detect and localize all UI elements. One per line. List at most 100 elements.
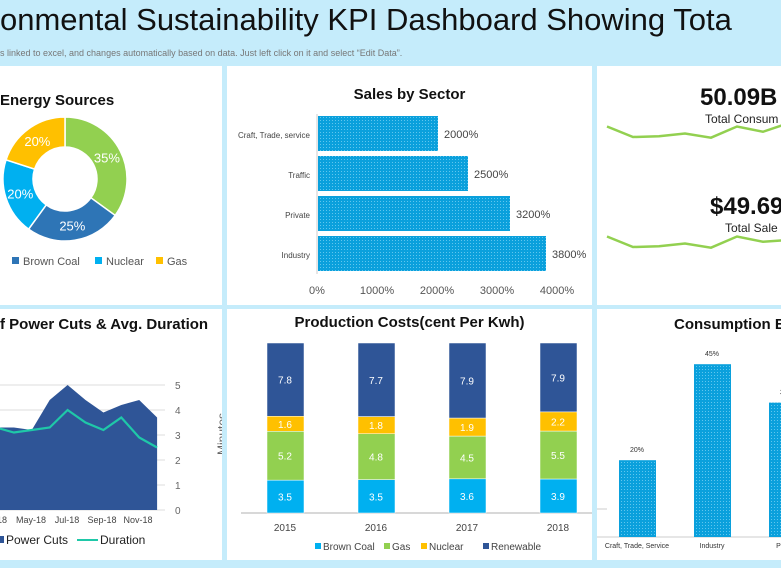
kpi-consumption-value: 50.09B (700, 84, 778, 111)
production-bar-segment (357, 479, 396, 514)
legend-swatch (12, 257, 19, 264)
consumption-value-label: 45% (705, 351, 719, 358)
x-tick-label: May-18 (16, 515, 46, 525)
sales-value-label: 2000% (444, 129, 478, 141)
sales-tick-label: 2000% (420, 285, 454, 297)
production-value-label: 5.5 (551, 451, 565, 462)
sparkline (606, 124, 781, 139)
sales-title: Sales by Sector (353, 86, 466, 103)
right-axis-tick: 2 (175, 456, 181, 467)
legend-label: Brown Coal (23, 256, 80, 268)
production-value-label: 7.9 (551, 373, 565, 384)
legend-label: Power Cuts (6, 533, 68, 547)
legend-swatch (421, 543, 427, 549)
legend-swatch (156, 257, 163, 264)
x-tick-label: Sep-18 (87, 515, 116, 525)
production-value-label: 3.5 (369, 492, 383, 503)
legend-swatch (95, 257, 102, 264)
kpi-sparklines (606, 124, 781, 249)
production-value-label: 4.8 (369, 453, 383, 464)
legend-label: Renewable (491, 542, 541, 553)
production-value-label: 3.6 (460, 492, 474, 503)
right-axis-tick: 5 (175, 381, 181, 392)
sales-category-label: Private (285, 211, 310, 220)
right-axis-title: Minutes (215, 413, 222, 455)
legend-label: Duration (100, 533, 145, 547)
production-stacked-chart: 3.5 5.2 1.6 7.8 2015 3.5 4.8 1.8 7.7 2016 3.6 4.5 1.… (241, 342, 592, 553)
production-category-label: 2016 (365, 523, 388, 534)
consumption-bar-chart: 20% Craft, Trade, Service 45% Industry 35% Pr… (597, 351, 781, 550)
consumption-category-label: Craft, Trade, Service (605, 543, 669, 550)
production-value-label: 3.5 (278, 493, 292, 504)
consumption-category-label: Industry (700, 543, 725, 550)
energy-title: Energy Sources (0, 92, 115, 109)
kpi-panel: 50.09B Total Consum $49.69 Total Sale (597, 66, 781, 305)
power-cuts-panel: f Power Cuts & Avg. Duration 0 1 2 3 4 5 18 May… (0, 309, 222, 560)
consumption-category-label: Private (776, 543, 781, 550)
sales-bar-chart: Craft, Trade, service 2000% Traffic 2500% Pr… (238, 114, 586, 297)
sales-tick-label: 4000% (540, 285, 574, 297)
x-tick-label: Jul-18 (55, 515, 80, 525)
sales-bar (318, 116, 438, 151)
sales-panel: Sales by Sector Craft, Trade, service 200… (227, 66, 592, 305)
consumption-bar (694, 364, 731, 537)
legend-swatch (384, 543, 390, 549)
production-category-label: 2017 (456, 523, 479, 534)
sales-category-label: Traffic (288, 171, 310, 180)
legend-label: Gas (167, 256, 188, 268)
production-value-label: 7.8 (278, 376, 292, 387)
production-bar-segment (266, 479, 305, 514)
production-value-label: 2.2 (551, 417, 565, 428)
right-axis-tick: 1 (175, 481, 181, 492)
production-title: Production Costs(cent Per Kwh) (294, 314, 525, 331)
consumption-value-label: 35% (780, 390, 781, 397)
sales-value-label: 3800% (552, 249, 586, 261)
sales-bar (318, 236, 546, 271)
sales-tick-label: 0% (309, 285, 325, 297)
production-value-label: 5.2 (278, 452, 292, 463)
sales-value-label: 2500% (474, 169, 508, 181)
production-bar-segment (357, 342, 396, 417)
right-axis-tick: 4 (175, 406, 181, 417)
production-value-label: 4.5 (460, 453, 474, 464)
x-tick-label: Nov-18 (123, 515, 152, 525)
consumption-bar (619, 460, 656, 537)
production-bar-segment (266, 342, 305, 417)
consumption-bar (769, 402, 781, 537)
consumption-value-label: 20% (630, 447, 644, 454)
production-bar-segment (448, 435, 487, 480)
donut-slice-label: 35% (94, 151, 120, 166)
donut-slice-label: 20% (24, 134, 50, 149)
sales-category-label: Craft, Trade, service (238, 131, 311, 140)
production-category-label: 2015 (274, 523, 297, 534)
donut-slice (64, 116, 128, 217)
sales-bar (318, 196, 510, 231)
power-cuts-area-chart: 0 1 2 3 4 5 18 May-18 Jul-18 Sep-18 Nov-18 Minutes P… (0, 381, 222, 547)
power-cuts-title: f Power Cuts & Avg. Duration (0, 316, 209, 333)
legend-swatch (483, 543, 489, 549)
donut-slice (5, 116, 66, 171)
x-tick-label: 18 (0, 515, 7, 525)
sparkline (606, 235, 781, 249)
duration-line (0, 408, 158, 449)
power-cuts-area (0, 385, 158, 510)
production-value-label: 1.9 (460, 423, 474, 434)
production-panel: Production Costs(cent Per Kwh) 3.5 5.2 1.6… (227, 309, 592, 560)
kpi-sales-value: $49.69 (710, 193, 781, 220)
consumption-title: Consumption E (674, 316, 781, 333)
page-subtitle: s linked to excel, and changes automatic… (0, 48, 403, 58)
production-bar-segment (357, 433, 396, 480)
production-category-label: 2018 (547, 523, 570, 534)
sales-bar (318, 156, 468, 191)
donut-slice-label: 25% (59, 218, 85, 233)
production-value-label: 3.9 (551, 492, 565, 503)
legend-swatch (315, 543, 321, 549)
sales-tick-label: 3000% (480, 285, 514, 297)
production-value-label: 1.8 (369, 421, 383, 432)
legend-label: Nuclear (106, 256, 144, 268)
legend-label: Gas (392, 542, 410, 553)
production-bar-segment (539, 342, 578, 413)
production-value-label: 7.7 (369, 376, 383, 387)
sales-tick-label: 1000% (360, 285, 394, 297)
energy-sources-panel: Energy Sources 35% 25% 20% 20% Brown Coal Nuc… (0, 66, 222, 305)
